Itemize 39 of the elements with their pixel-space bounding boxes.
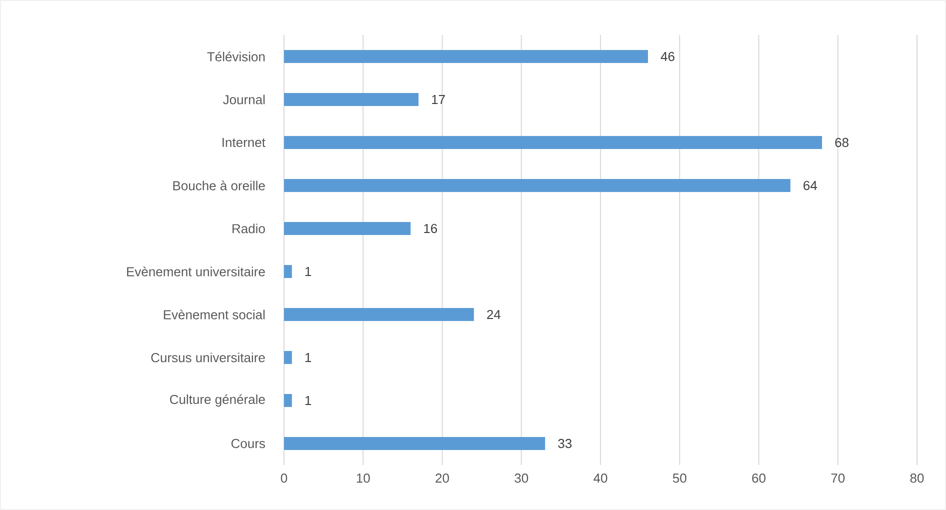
data-label: 68 [835, 138, 848, 148]
data-label: 1 [305, 353, 312, 362]
x-tick-label: 10 [356, 474, 370, 483]
x-tick-label: 30 [514, 474, 528, 483]
bar [284, 50, 648, 63]
y-tick-label: Culture générale [170, 394, 265, 407]
bar [284, 178, 790, 192]
data-label: 16 [424, 224, 438, 234]
data-label: 46 [660, 52, 674, 62]
data-label: 33 [558, 438, 572, 448]
bar [284, 308, 474, 321]
x-tick-label: 70 [831, 474, 845, 483]
data-label: 24 [487, 310, 501, 320]
x-tick-label: 20 [436, 474, 449, 483]
bar [284, 92, 419, 106]
data-label: 1 [305, 396, 312, 405]
bar [284, 436, 546, 450]
bar [284, 136, 822, 149]
y-tick-label: Internet [222, 138, 266, 148]
bar [284, 222, 411, 235]
data-label: 64 [804, 180, 818, 190]
y-tick-label: Evènement social [164, 310, 265, 320]
data-label: 17 [432, 95, 445, 104]
x-tick-label: 0 [280, 474, 288, 483]
y-tick-label: Evènement universitaire [127, 266, 265, 276]
x-tick-label: 60 [752, 474, 766, 483]
x-tick-label: 50 [672, 474, 686, 483]
y-tick-label: Radio [232, 224, 265, 234]
y-tick-label: Journal [223, 94, 265, 104]
y-tick-label: Cursus universitaire [151, 352, 265, 362]
x-tick-label: 80 [910, 474, 924, 483]
bar [284, 394, 292, 407]
y-tick-label: Bouche à oreille [173, 180, 265, 190]
data-label: 1 [305, 267, 312, 276]
bar [284, 264, 292, 278]
y-tick-label: Cours [231, 438, 265, 448]
bar [284, 350, 292, 364]
y-tick-label: Télévision [207, 52, 265, 62]
x-tick-label: 40 [594, 474, 608, 483]
